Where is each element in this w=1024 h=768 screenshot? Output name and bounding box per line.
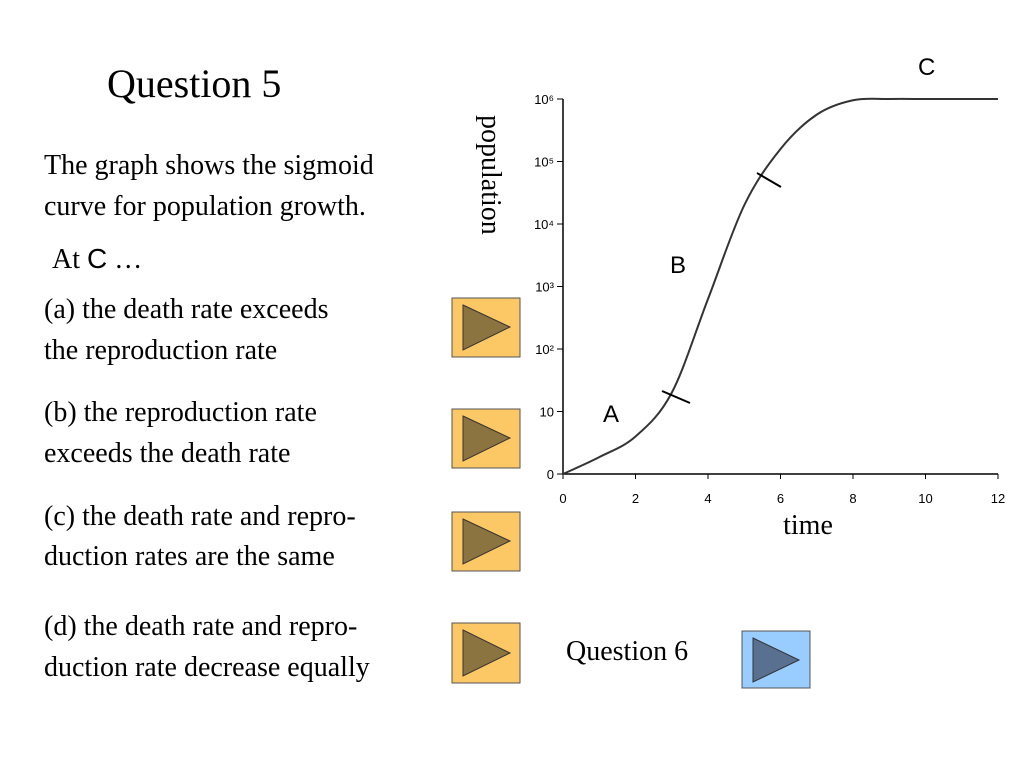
answer-button[interactable]	[451, 297, 521, 358]
y-tick-label: 0	[547, 467, 554, 482]
answer-button[interactable]	[451, 511, 521, 572]
prompt-before: At	[52, 244, 80, 275]
graph: 0 2 4 6 8 10 12 0 10 10² 10³ 10⁴ 10⁵ 10⁶ time populatio…	[475, 54, 1005, 541]
x-tick-label: 2	[632, 491, 639, 506]
answer-button[interactable]	[451, 408, 521, 469]
curve	[562, 97, 998, 475]
y-tick-label: 10³	[535, 280, 554, 295]
y-tick-label: 10²	[535, 342, 554, 357]
play-icon	[752, 637, 801, 683]
phase-divider	[661, 390, 691, 404]
option-line: duction rate decrease equally	[44, 652, 370, 683]
option-line: exceeds the death rate	[44, 438, 290, 469]
y-axis-label: population	[475, 115, 506, 235]
play-icon	[462, 415, 512, 462]
next-button[interactable]	[741, 630, 811, 689]
x-tick-label: 8	[849, 491, 856, 506]
title: Question 5	[107, 61, 281, 106]
y-tick-label: 10⁵	[534, 155, 554, 170]
prompt: At C …	[52, 243, 142, 275]
annotation: B	[670, 252, 686, 279]
play-icon	[462, 518, 512, 565]
next-label: Question 6	[566, 636, 688, 667]
y-tick-label: 10	[540, 405, 554, 420]
option-line: (c) the death rate and repro-	[44, 501, 356, 532]
prompt-after: …	[114, 244, 142, 275]
x-axis-label: time	[783, 510, 833, 541]
answer-button[interactable]	[451, 622, 521, 684]
option-line: the reproduction rate	[44, 335, 277, 366]
y-tick-label: 10⁶	[534, 92, 554, 107]
y-tick-label: 10⁴	[534, 217, 554, 232]
phase-divider	[756, 172, 782, 188]
x-tick-label: 12	[991, 491, 1005, 506]
prompt-letter: C	[87, 243, 107, 274]
option-line: (a) the death rate exceeds	[44, 294, 328, 325]
x-tick-label: 6	[777, 491, 784, 506]
play-icon	[462, 304, 512, 351]
intro-line: The graph shows the sigmoid	[44, 150, 374, 181]
x-tick-label: 4	[704, 491, 711, 506]
x-tick-label: 0	[559, 491, 566, 506]
option-line: (d) the death rate and repro-	[44, 611, 357, 642]
annotation: A	[603, 401, 619, 428]
annotation: C	[918, 54, 935, 81]
intro-line: curve for population growth.	[44, 191, 366, 222]
option-line: (b) the reproduction rate	[44, 397, 317, 428]
option-line: duction rates are the same	[44, 541, 335, 572]
x-tick-label: 10	[918, 491, 932, 506]
play-icon	[462, 629, 512, 677]
